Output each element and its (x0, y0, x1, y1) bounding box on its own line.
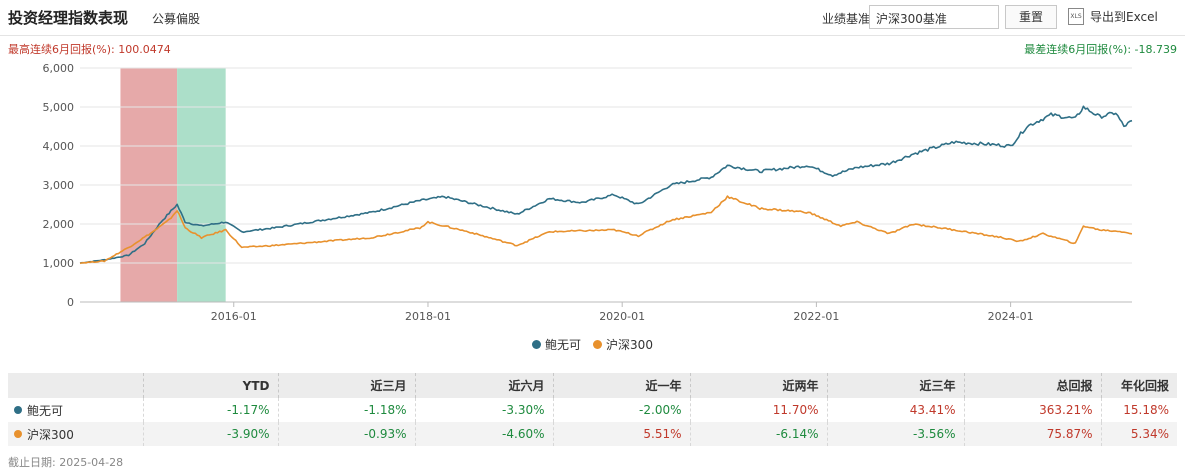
row-name: 沪深300 (27, 427, 74, 442)
table-cell: -1.18% (278, 398, 416, 422)
table-header-cell: 年化回报 (1101, 373, 1177, 398)
page-title: 投资经理指数表现 (8, 9, 129, 27)
series-line-0 (79, 105, 1133, 264)
table-cell: -3.30% (415, 398, 554, 422)
table-cell: 75.87% (964, 422, 1102, 446)
table-cell: -2.00% (553, 398, 691, 422)
legend-label: 沪深300 (606, 338, 653, 352)
worst-6m-return: 最差连续6月回报(%): -18.739 (1024, 43, 1177, 56)
table-cell: 5.51% (553, 422, 691, 446)
category-label: 公募偏股 (152, 12, 201, 26)
reset-button[interactable]: 重置 (1005, 5, 1057, 29)
export-excel-button[interactable]: XLS 导出到Excel (1068, 8, 1158, 25)
table-cell: 5.34% (1101, 422, 1177, 446)
y-tick-label: 6,000 (43, 62, 75, 75)
returns-table: YTD 近三月 近六月 近一年 近两年 近三年 总回报 年化回报 鲍无可 -1.… (8, 373, 1177, 446)
table-row: 鲍无可 -1.17% -1.18% -3.30% -2.00% 11.70% 4… (8, 398, 1177, 422)
benchmark-label: 业绩基准: (822, 12, 875, 26)
best-6m-return: 最高连续6月回报(%): 100.0474 (8, 43, 171, 56)
table-header-cell: 近一年 (553, 373, 691, 398)
y-tick-label: 1,000 (43, 257, 75, 270)
table-header-cell: 近两年 (690, 373, 828, 398)
row-name: 鲍无可 (27, 403, 64, 418)
series-line-1 (79, 195, 1133, 265)
legend-item-series-b[interactable]: 沪深300 (593, 336, 653, 353)
legend-item-series-a[interactable]: 鲍无可 (532, 336, 581, 353)
export-label: 导出到Excel (1090, 10, 1158, 24)
benchmark-input[interactable]: 沪深300基准 (869, 5, 999, 29)
x-tick-label: 2016-01 (211, 310, 257, 323)
legend-dot (532, 340, 542, 349)
legend-label: 鲍无可 (545, 338, 582, 352)
y-tick-label: 3,000 (43, 179, 75, 192)
table-header-cell: 近三年 (827, 373, 965, 398)
row-name-cell: 鲍无可 (8, 398, 144, 422)
table-cell: -3.90% (143, 422, 279, 446)
table-cell: 363.21% (964, 398, 1102, 422)
y-tick-label: 0 (67, 296, 74, 309)
table-cell: 15.18% (1123, 403, 1169, 417)
table-cell: 11.70% (690, 398, 828, 422)
table-header-cell: 总回报 (964, 373, 1102, 398)
table-cell: -1.17% (143, 398, 279, 422)
table-header-cell: 近三月 (278, 373, 416, 398)
table-header-row: YTD 近三月 近六月 近一年 近两年 近三年 总回报 年化回报 (8, 373, 1177, 398)
x-tick-label: 2022-01 (793, 310, 839, 323)
series-dot (14, 406, 22, 414)
x-tick-label: 2024-01 (988, 310, 1034, 323)
header: 投资经理指数表现 公募偏股 业绩基准: 沪深300基准 重置 XLS 导出到Ex… (0, 0, 1185, 36)
y-tick-label: 5,000 (43, 101, 75, 114)
table-row: 沪深300 -3.90% -0.93% -4.60% 5.51% -6.14% … (8, 422, 1177, 446)
row-name-cell: 沪深300 (8, 422, 144, 446)
table-cell: -6.14% (690, 422, 828, 446)
performance-chart[interactable]: 0 1,000 2,000 3,000 4,000 5,000 6,000 2016-01 20… (0, 56, 1185, 331)
table-cell: -0.93% (278, 422, 416, 446)
table-header-cell: YTD (143, 373, 279, 398)
y-tick-label: 2,000 (43, 218, 75, 231)
table-header-cell: 近六月 (415, 373, 554, 398)
y-tick-label: 4,000 (43, 140, 75, 153)
legend-dot (593, 340, 603, 349)
table-cell: -3.56% (827, 422, 965, 446)
table-cell: -4.60% (415, 422, 554, 446)
table-header-cell (8, 373, 144, 398)
x-tick-label: 2020-01 (599, 310, 645, 323)
as-of-date: 截止日期: 2025-04-28 (8, 456, 124, 469)
excel-icon: XLS (1068, 8, 1084, 25)
series-dot (14, 430, 22, 438)
table-cell: 43.41% (827, 398, 965, 422)
chart-legend: 鲍无可 沪深300 (0, 336, 1185, 353)
x-tick-label: 2018-01 (405, 310, 451, 323)
